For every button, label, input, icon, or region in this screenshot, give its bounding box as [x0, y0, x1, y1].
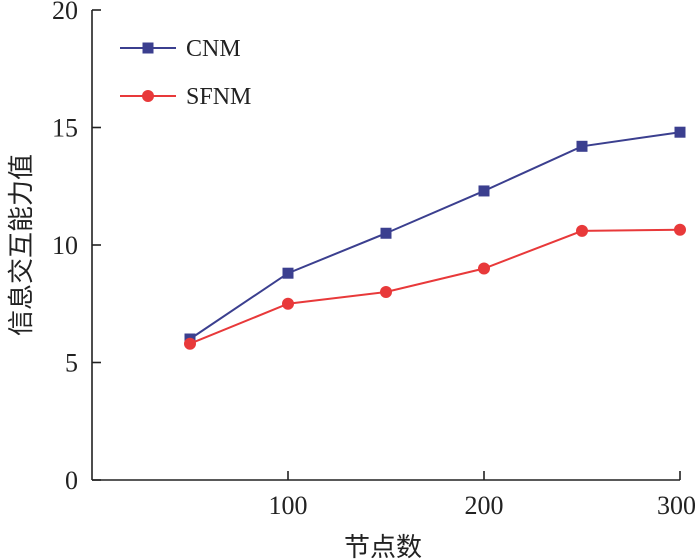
data-point [576, 224, 588, 237]
axes: 0 5 10 15 20 100 200 300 [52, 0, 696, 520]
legend: CNM SFNM [120, 36, 251, 110]
data-point [478, 185, 490, 197]
x-axis-title: 节点数 [344, 533, 422, 560]
series-layer [184, 126, 686, 350]
legend-marker [142, 42, 154, 54]
legend-label: CNM [186, 36, 241, 62]
x-ticks: 100 200 300 [269, 471, 696, 520]
legend-item-cnm: CNM [120, 36, 241, 62]
series-sfnm [184, 223, 686, 350]
series-cnm [184, 126, 686, 345]
legend-label: SFNM [186, 84, 251, 110]
data-point [674, 223, 686, 236]
series-line-cnm [189, 131, 681, 340]
x-tick-label: 300 [657, 491, 696, 520]
y-ticks: 0 5 10 15 20 [52, 0, 101, 495]
legend-marker [142, 90, 154, 102]
y-tick-label: 10 [52, 231, 78, 260]
data-point [380, 286, 392, 298]
y-tick-label: 20 [52, 0, 78, 25]
y-tick-label: 15 [52, 114, 78, 143]
data-point [184, 337, 196, 350]
data-point [282, 267, 294, 279]
y-axis-title: 信息交互能力值 [7, 154, 37, 336]
series-line-sfnm [189, 228, 681, 345]
y-tick-label: 0 [65, 466, 78, 495]
legend-item-sfnm: SFNM [120, 84, 251, 110]
x-tick-label: 200 [465, 491, 504, 520]
data-point [478, 262, 490, 275]
data-point [380, 227, 392, 239]
y-tick-label: 5 [65, 349, 78, 378]
x-tick-label: 100 [269, 491, 308, 520]
data-point [576, 140, 588, 152]
data-point [674, 126, 686, 138]
data-point [282, 297, 294, 310]
